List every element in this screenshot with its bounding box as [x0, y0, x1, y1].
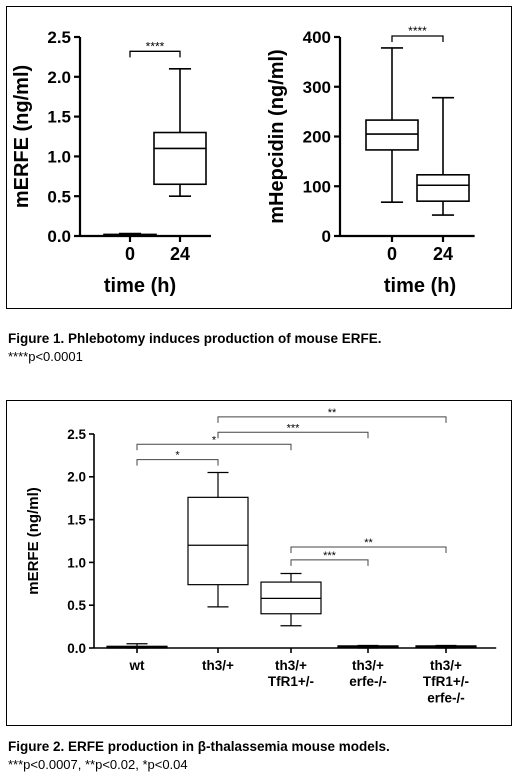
y-tick-label: 200: [303, 128, 331, 147]
figure1-caption-note: ****p<0.0001: [8, 349, 83, 364]
significance-label: *: [212, 434, 217, 446]
bracket-line: [136, 459, 219, 466]
x-tick-label: 24: [170, 244, 190, 264]
y-tick-label: 1.5: [47, 108, 71, 127]
figure2-caption-note: ***p<0.0007, **p<0.02, *p<0.04: [8, 757, 188, 772]
y-tick-label: 300: [303, 78, 331, 97]
x-tick-label: 0: [387, 244, 397, 264]
y-tick-label: 2.0: [47, 68, 71, 87]
chart-fig1a: 0.0 0.5 1.0 1.5 2.0 2.5 mERFE (ng/ml) 0 24 time (…: [11, 28, 211, 297]
x-tick-label-line: erfe-/-: [349, 674, 387, 689]
x-axis-title: time (h): [384, 275, 456, 297]
significance-label: *: [175, 450, 180, 462]
figure1-caption-title: Figure 1. Phlebotomy induces production …: [8, 331, 382, 346]
x-tick-label-line: 0: [125, 244, 135, 264]
box-0: [106, 643, 168, 649]
y-tick-label: 1.0: [67, 555, 86, 570]
y-axis-title: mERFE (ng/ml): [25, 487, 42, 595]
x-tick-label-line: th3/+: [202, 658, 234, 673]
y-tick-label: 2.0: [67, 470, 86, 485]
figure1-caption: Figure 1. Phlebotomy induces production …: [8, 330, 382, 366]
bracket-line: [391, 35, 444, 43]
y-tick-label: 2.5: [47, 28, 71, 47]
figure2-caption-title: Figure 2. ERFE production in β-thalassem…: [8, 739, 390, 754]
significance-bracket-0: *: [136, 450, 219, 466]
y-tick-label: 2.5: [67, 427, 86, 442]
x-tick-label-line: wt: [129, 658, 146, 673]
bracket-line: [129, 50, 181, 58]
box-4: [415, 644, 477, 649]
box-1: [187, 471, 249, 608]
x-tick-label: th3/+: [202, 658, 234, 673]
significance-label: ***: [287, 422, 301, 434]
x-axis-title: time (h): [104, 275, 176, 297]
figure2-caption: Figure 2. ERFE production in β-thalassem…: [8, 738, 390, 774]
x-tick-label-line: 0: [387, 244, 397, 264]
x-tick-label: th3/+ TfR1+/-: [268, 658, 314, 689]
box-iqr: [187, 496, 249, 586]
x-tick-label-line: th3/+: [352, 658, 384, 673]
box-0: [365, 47, 419, 203]
x-tick-label-line: 24: [433, 244, 453, 264]
x-tick-label: wt: [129, 658, 146, 673]
y-tick-label: 400: [303, 28, 331, 47]
box-2: [260, 572, 322, 627]
significance-label: **: [328, 407, 337, 419]
significance-bracket-0: ****: [391, 24, 444, 43]
y-tick-label: 1.0: [47, 148, 71, 167]
box-1: [416, 96, 470, 216]
significance-label: **: [364, 537, 373, 549]
significance-bracket-4: ***: [290, 550, 369, 566]
box-iqr: [365, 119, 419, 151]
box-3: [337, 644, 399, 649]
x-tick-label: 0: [125, 244, 135, 264]
box-iqr: [416, 174, 470, 202]
y-axis-title: mERFE (ng/ml): [11, 65, 33, 208]
x-tick-label-line: th3/+: [430, 658, 462, 673]
bracket-line: [217, 431, 369, 439]
bracket-line: [136, 443, 292, 451]
box-0: [103, 232, 157, 237]
x-tick-label: th3/+ erfe-/-: [349, 658, 387, 689]
y-tick-label: 0.5: [67, 598, 86, 613]
y-tick-label: 100: [303, 177, 331, 196]
figure2-frame: [6, 400, 512, 726]
significance-bracket-3: **: [217, 407, 447, 423]
y-tick-label: 0.5: [47, 187, 71, 206]
x-tick-label-line: 24: [170, 244, 190, 264]
box-iqr: [153, 131, 207, 186]
x-tick-label: 24: [433, 244, 453, 264]
y-tick-label: 0.0: [47, 227, 71, 246]
y-tick-label: 1.5: [67, 512, 86, 527]
significance-label: ***: [323, 550, 337, 562]
significance-bracket-0: ****: [129, 39, 181, 58]
significance-label: ****: [408, 24, 427, 38]
significance-bracket-2: ***: [217, 422, 369, 439]
x-tick-label: th3/+ TfR1+/-erfe-/-: [423, 658, 469, 705]
significance-bracket-5: **: [290, 537, 447, 553]
significance-label: ****: [146, 39, 165, 53]
x-tick-label-line: TfR1+/-: [268, 674, 314, 689]
y-tick-label: 0.0: [67, 641, 86, 656]
bracket-line: [217, 416, 447, 423]
bracket-line: [290, 546, 447, 553]
chart-fig1b: 0 100 200 300 400 mHepcidin (ng/ml) 0 24 time (h…: [266, 24, 475, 297]
y-axis-title: mHepcidin (ng/ml): [266, 49, 288, 223]
x-tick-label-line: TfR1+/-: [423, 674, 469, 689]
box-1: [153, 68, 207, 197]
significance-bracket-1: *: [136, 434, 292, 451]
figure1-frame: [6, 6, 512, 309]
bracket-line: [290, 559, 369, 566]
x-tick-label-line: th3/+: [275, 658, 307, 673]
x-tick-label-line: erfe-/-: [427, 690, 465, 705]
y-tick-label: 0: [322, 227, 331, 246]
